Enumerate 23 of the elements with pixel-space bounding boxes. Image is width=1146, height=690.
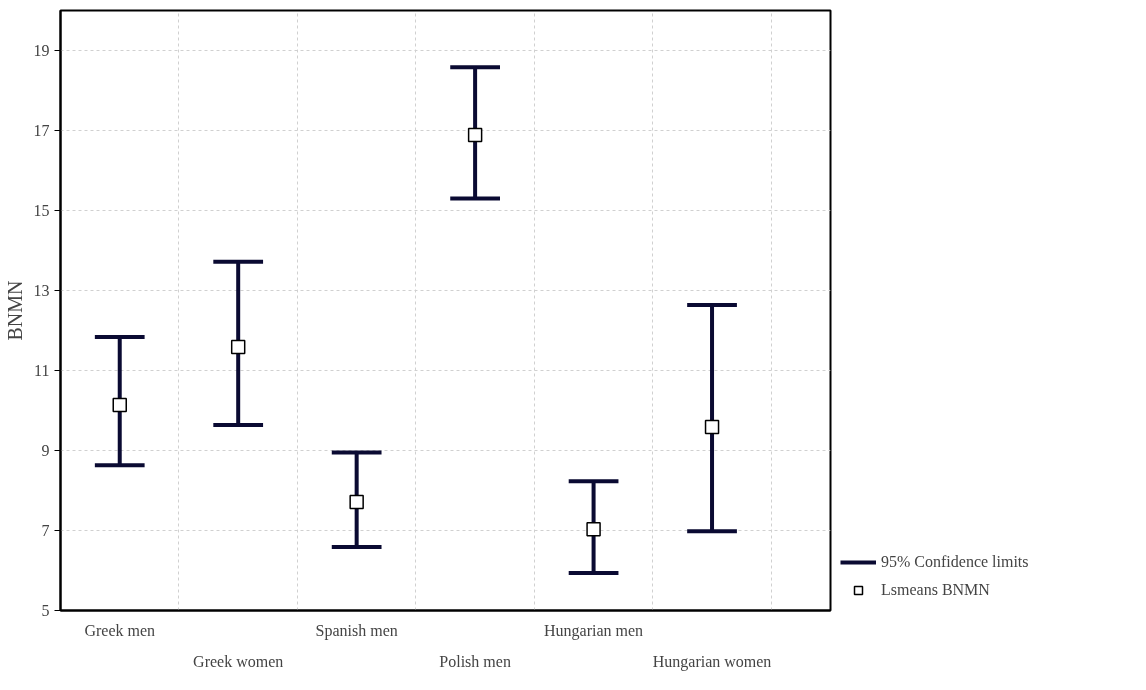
y-tick-label: 11: [34, 362, 50, 379]
y-tick-label: 9: [41, 442, 50, 459]
x-tick-label: Greek men: [84, 621, 156, 639]
point: [704, 419, 720, 435]
x-tick-label: Polish men: [439, 652, 511, 670]
y-tick-label: 19: [33, 42, 50, 59]
y-axis-title: BNMN: [3, 280, 26, 341]
y-tick-label: 7: [41, 522, 50, 539]
x-tick-label: Spanish men: [315, 621, 398, 640]
text: 95% Confidence limits: [881, 553, 1029, 571]
point: [349, 494, 364, 510]
y-tick-label: 17: [33, 122, 50, 139]
legend-label: Lsmeans BNMN: [881, 581, 990, 599]
x-tick-label: Greek women: [193, 652, 284, 670]
x-tick-label: Hungarian women: [652, 652, 772, 671]
y-tick-label: 15: [33, 202, 50, 219]
point: [586, 522, 601, 537]
point: [467, 127, 483, 143]
y-tick-label: 5: [41, 602, 50, 619]
x-tick-label: Hungarian men: [544, 621, 644, 640]
y-tick-label: 13: [33, 282, 50, 299]
point: [112, 397, 127, 413]
point: [230, 339, 246, 355]
